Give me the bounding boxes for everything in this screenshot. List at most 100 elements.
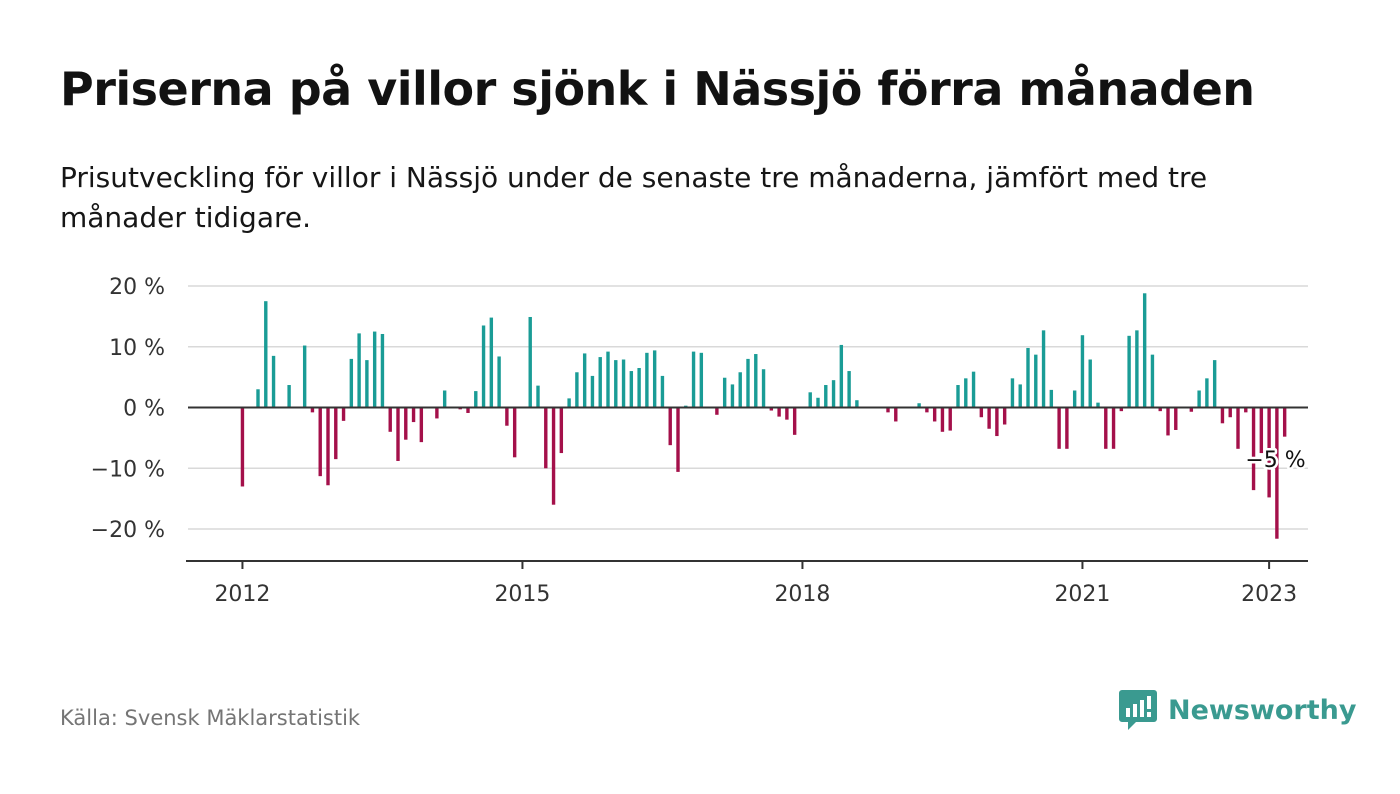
bar — [964, 378, 968, 408]
bar — [839, 344, 844, 408]
bar — [971, 371, 976, 408]
bar — [987, 407, 991, 429]
bar — [1041, 330, 1046, 408]
bar — [831, 380, 836, 408]
bar — [730, 384, 735, 408]
bar — [264, 301, 268, 408]
bar — [1236, 407, 1240, 449]
bar — [505, 407, 509, 426]
bar — [567, 398, 571, 408]
bar — [396, 407, 400, 461]
bar — [598, 357, 602, 408]
bar — [629, 371, 634, 408]
bar — [551, 407, 556, 505]
bar — [637, 368, 641, 408]
bar-chart-speech-bubble-icon — [1119, 690, 1157, 730]
bar — [995, 407, 999, 437]
bar — [886, 407, 890, 413]
bar — [925, 407, 929, 413]
bar — [481, 325, 486, 408]
bar — [645, 352, 649, 408]
bar — [1275, 407, 1279, 539]
bar — [1212, 360, 1217, 408]
x-tick-label: 2012 — [214, 582, 270, 607]
bar — [310, 407, 315, 413]
bar — [761, 369, 766, 408]
bar — [691, 351, 696, 408]
y-tick-label: −20 % — [91, 518, 165, 543]
bar — [979, 407, 984, 418]
bar — [792, 407, 797, 435]
bar — [411, 407, 416, 423]
bar — [365, 360, 369, 408]
bar — [474, 391, 478, 408]
chart-title: Priserna på villor sjönk i Nässjö förra … — [60, 62, 1255, 116]
bar — [847, 371, 851, 408]
bar — [1197, 390, 1201, 408]
bar — [559, 407, 564, 454]
bar — [1057, 407, 1061, 449]
bar — [948, 407, 952, 431]
annotation-label: −5 % — [1245, 448, 1305, 473]
bar — [816, 397, 820, 408]
bar — [512, 407, 517, 458]
bar — [769, 407, 774, 411]
bar — [404, 407, 408, 440]
bar — [894, 407, 898, 422]
bar — [785, 407, 789, 420]
x-tick-label: 2021 — [1054, 582, 1110, 607]
bar — [1174, 407, 1178, 430]
bar — [582, 353, 587, 408]
source-note: Källa: Svensk Mäklarstatistik — [60, 706, 361, 730]
bar — [380, 333, 385, 408]
bar — [271, 355, 276, 408]
bar — [466, 407, 470, 413]
bar — [1049, 389, 1054, 408]
bar — [956, 385, 960, 408]
bar — [240, 407, 245, 487]
bar — [256, 389, 260, 408]
bar — [1119, 407, 1124, 412]
bar — [777, 407, 781, 417]
bar — [1220, 407, 1225, 424]
x-tick-label: 2023 — [1241, 582, 1297, 607]
bar — [1010, 378, 1015, 408]
bar — [349, 358, 354, 408]
axes — [186, 406, 1308, 562]
bar — [575, 372, 579, 408]
x-tick-label: 2018 — [774, 582, 830, 607]
bar — [435, 407, 439, 419]
bar — [668, 407, 672, 446]
bar — [855, 400, 859, 408]
annotations: −5 % — [1243, 446, 1308, 476]
bar — [318, 407, 322, 477]
bar — [1282, 407, 1287, 437]
chart-subtitle: Prisutveckling för villor i Nässjö under… — [60, 161, 1208, 234]
bar — [1228, 407, 1232, 418]
x-tick-label: 2015 — [494, 582, 550, 607]
bar — [497, 356, 501, 408]
brand-logo[interactable]: Newsworthy — [1118, 688, 1356, 732]
bar — [917, 403, 921, 408]
bar — [1104, 407, 1108, 449]
bar — [287, 385, 291, 408]
bar — [372, 331, 377, 408]
bar — [1135, 330, 1139, 408]
bar — [1267, 407, 1271, 498]
bar — [341, 407, 346, 421]
bar — [590, 375, 595, 408]
bar — [1080, 335, 1085, 408]
bar — [1072, 390, 1077, 408]
bar — [1034, 354, 1038, 408]
bar — [699, 352, 704, 408]
bar — [1096, 402, 1100, 408]
bar — [1166, 407, 1170, 436]
bar — [1259, 407, 1264, 454]
bar — [442, 390, 447, 408]
bar — [419, 407, 424, 443]
x-axis-labels: 2012 2015 2018 2021 2023 — [214, 561, 1297, 607]
bar — [746, 358, 750, 408]
bar — [1158, 407, 1162, 412]
bar — [1127, 335, 1131, 408]
